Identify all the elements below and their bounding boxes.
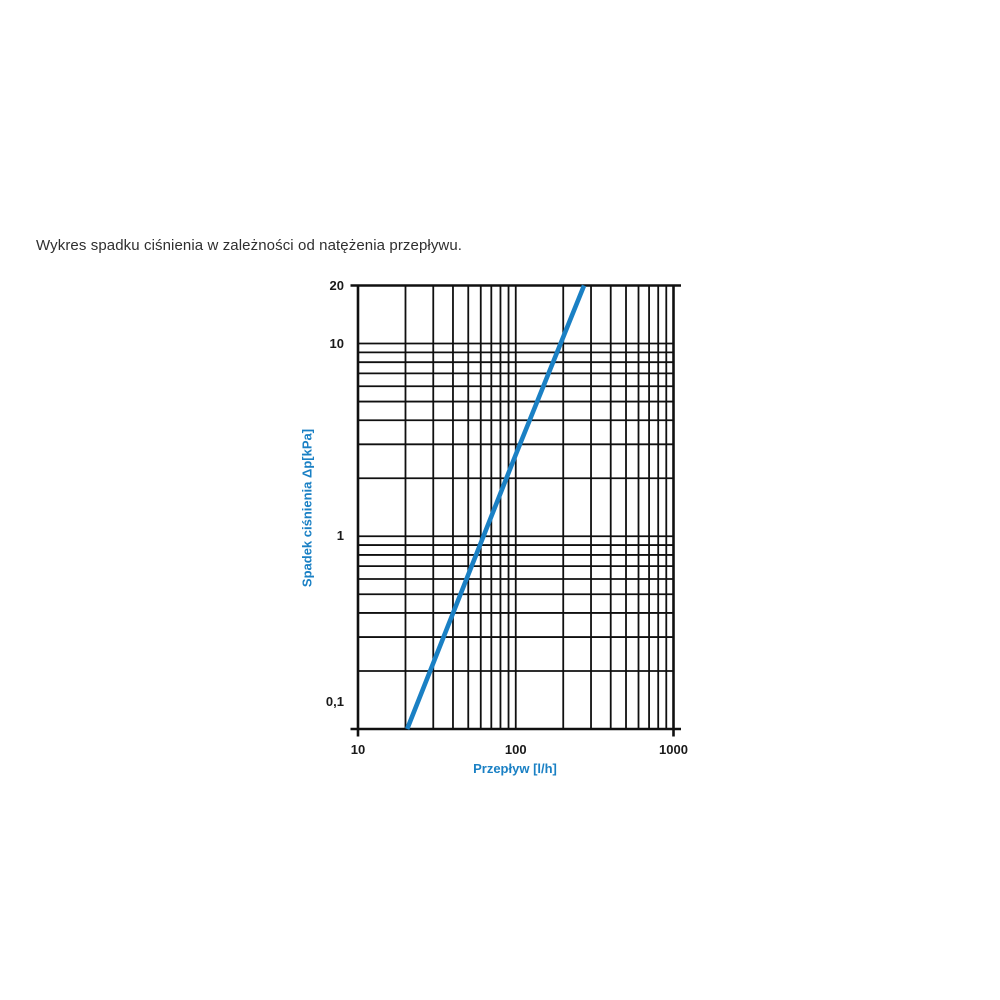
x-tick-label: 10 xyxy=(350,742,366,757)
y-tick-label: 1 xyxy=(336,528,344,544)
y-tick-label: 0,1 xyxy=(325,694,344,709)
x-tick-label: 100 xyxy=(504,742,527,757)
x-axis-title: Przepływ [l/h] xyxy=(473,761,557,776)
spadek-cisnienia-line xyxy=(405,284,587,730)
x-tick-label: 1000 xyxy=(659,742,688,757)
y-axis-title: Spadek ciśnienia Δp[kPa] xyxy=(299,428,315,588)
y-tick-label: 10 xyxy=(329,335,344,351)
page-title: Wykres spadku ciśnienia w zależności od … xyxy=(36,237,463,254)
y-tick-label: 20 xyxy=(329,277,344,293)
